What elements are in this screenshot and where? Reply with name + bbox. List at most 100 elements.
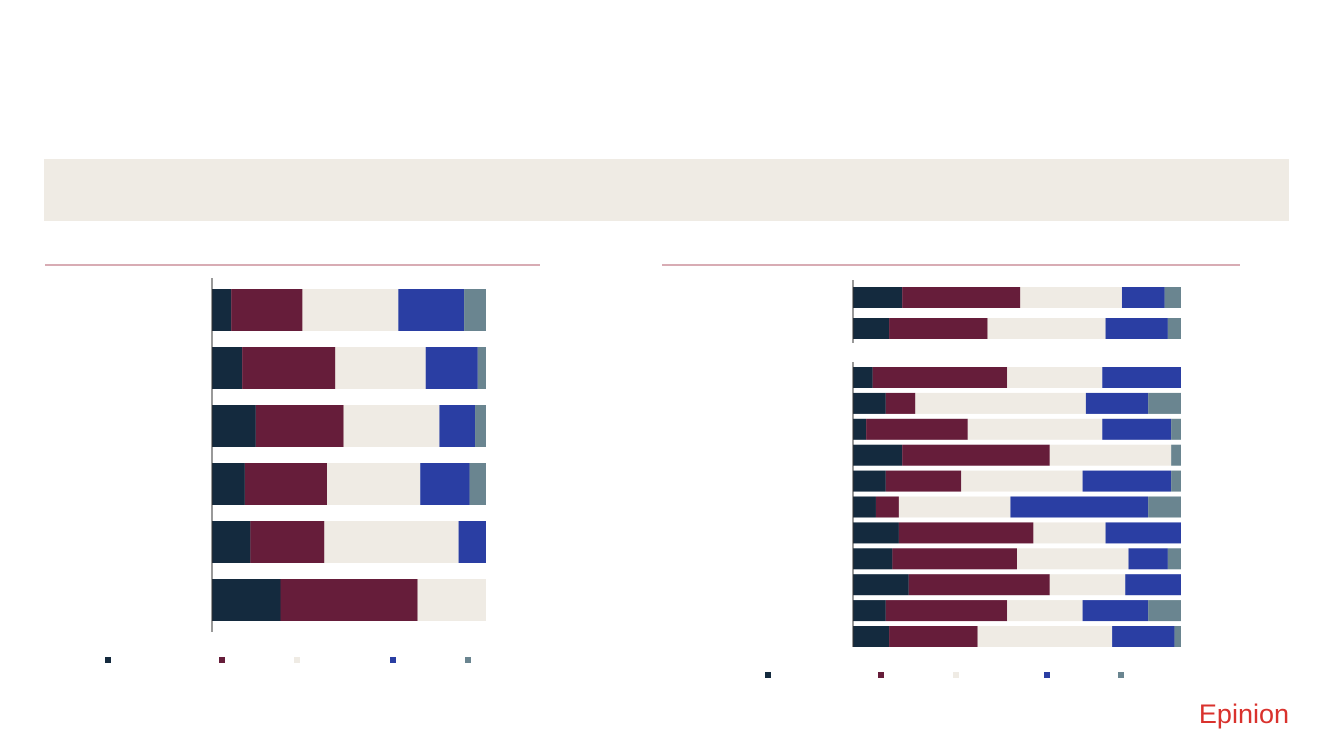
bar-segment (469, 463, 486, 505)
bar-segment (324, 521, 459, 563)
bar-segment (853, 318, 890, 339)
legend-swatch (953, 672, 959, 678)
bar-segment (866, 418, 968, 440)
bar-segment (967, 418, 1103, 440)
bar-segment (902, 444, 1050, 466)
bar-segment (1007, 367, 1103, 388)
bar-segment (853, 287, 903, 308)
bar-segment (398, 289, 465, 331)
bar-segment (908, 574, 1050, 596)
legend-swatch (765, 672, 771, 678)
bar-segment (892, 548, 1017, 570)
bar-segment (1148, 496, 1181, 518)
bar-segment (853, 626, 890, 647)
bar-segment (212, 347, 243, 389)
bar-segment (244, 463, 328, 505)
bar-segment (853, 522, 899, 544)
bar-segment (1148, 392, 1181, 414)
bar-segment (1049, 444, 1172, 466)
bar-segment (1020, 287, 1122, 308)
bar-segment (425, 347, 478, 389)
bar-segment (872, 367, 1008, 388)
bar-segment (1082, 600, 1149, 622)
bar-segment (853, 367, 873, 388)
logo: Epinion (1199, 699, 1289, 729)
legend-swatch (219, 657, 225, 663)
bar-segment (439, 405, 476, 447)
bar-segment (1171, 470, 1181, 492)
bar-segment (885, 470, 962, 492)
bar-segment (231, 289, 303, 331)
bar-segment (853, 548, 893, 570)
bar-segment (1017, 548, 1129, 570)
bar-segment (885, 600, 1008, 622)
bar-segment (987, 318, 1106, 339)
legend-swatch (105, 657, 111, 663)
bar-segment (335, 347, 426, 389)
bar-segment (327, 463, 421, 505)
bar-segment (1125, 574, 1181, 596)
bar-segment (1049, 574, 1126, 596)
bar-segment (853, 444, 903, 466)
bar-segment (212, 289, 232, 331)
bar-segment (853, 574, 909, 596)
legend-swatch (1044, 672, 1050, 678)
bar-segment (1167, 548, 1181, 570)
bar-segment (475, 405, 486, 447)
bar-segment (1164, 287, 1181, 308)
bar-segment (853, 392, 886, 414)
bar-segment (853, 600, 886, 622)
legend-swatch (1118, 672, 1124, 678)
bar-segment (212, 463, 245, 505)
bar-segment (1171, 444, 1181, 466)
bar-segment (1167, 318, 1181, 339)
bar-segment (1171, 418, 1181, 440)
bar-segment (875, 496, 899, 518)
bar-segment (1128, 548, 1168, 570)
bar-segment (961, 470, 1083, 492)
bar-segment (458, 521, 486, 563)
bar-segment (212, 405, 256, 447)
legend-swatch (878, 672, 884, 678)
bar-segment (1112, 626, 1175, 647)
legend-swatch (390, 657, 396, 663)
bar-segment (1033, 522, 1106, 544)
bar-segment (1174, 626, 1181, 647)
bar-segment (255, 405, 344, 447)
legend-swatch (294, 657, 300, 663)
bar-segment (420, 463, 470, 505)
bar-segment (1105, 522, 1181, 544)
bar-segment (212, 521, 251, 563)
bar-segment (915, 392, 1086, 414)
bar-segment (853, 418, 867, 440)
legend-swatch (465, 657, 471, 663)
bar-segment (1007, 600, 1083, 622)
banner (44, 159, 1289, 221)
bar-segment (464, 289, 486, 331)
bar-segment (1105, 318, 1168, 339)
bar-segment (417, 579, 486, 621)
bar-segment (1082, 470, 1172, 492)
bar-segment (1121, 287, 1165, 308)
bar-segment (250, 521, 325, 563)
bar-segment (302, 289, 399, 331)
bar-segment (889, 318, 988, 339)
bar-segment (898, 522, 1034, 544)
bar-segment (242, 347, 336, 389)
bar-segment (977, 626, 1113, 647)
bar-segment (853, 470, 886, 492)
bar-segment (853, 496, 876, 518)
bar-segment (1102, 367, 1181, 388)
bar-segment (1010, 496, 1149, 518)
bar-segment (885, 392, 916, 414)
bar-segment (1102, 418, 1172, 440)
bar-segment (343, 405, 440, 447)
bar-segment (212, 579, 281, 621)
bar-segment (889, 626, 978, 647)
bar-segment (1148, 600, 1181, 622)
bar-segment (477, 347, 486, 389)
bar-segment (1085, 392, 1149, 414)
bar-segment (280, 579, 418, 621)
bar-segment (898, 496, 1011, 518)
